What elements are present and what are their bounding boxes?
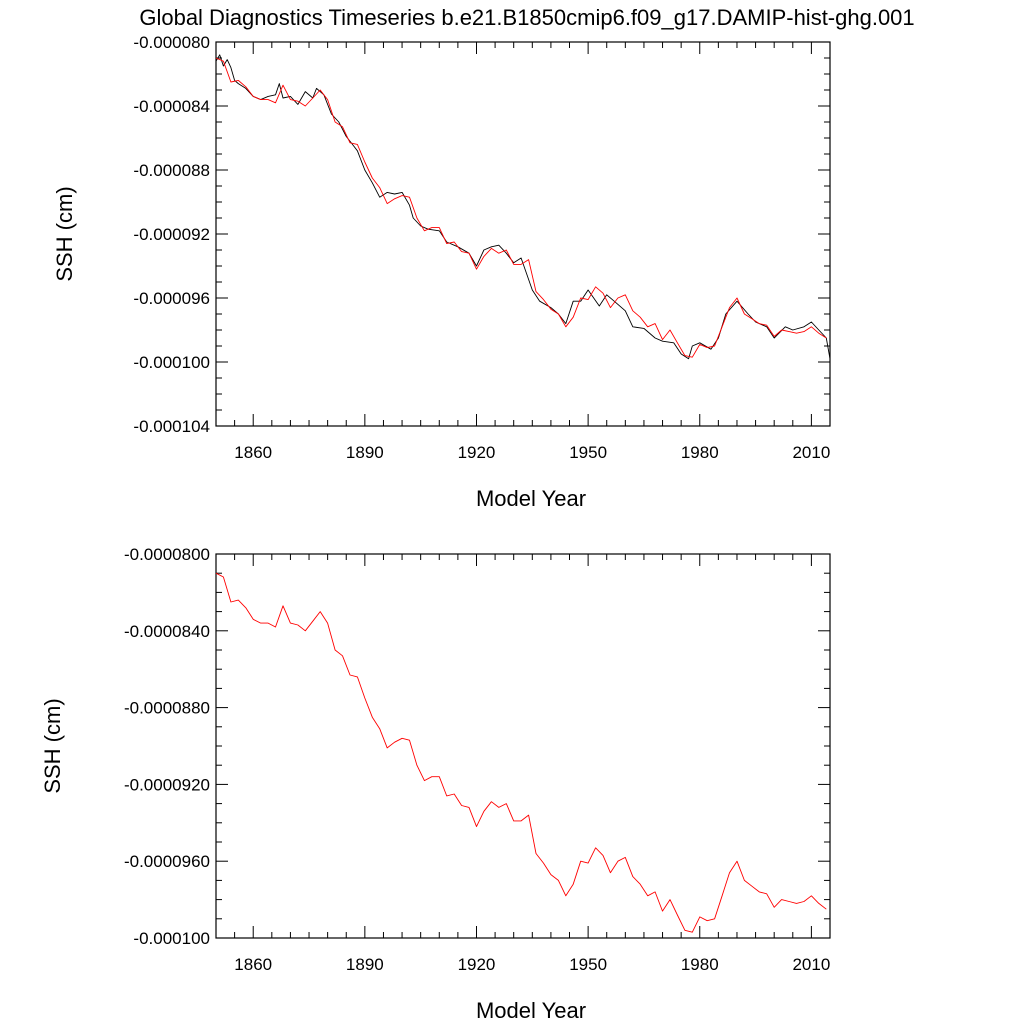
x-tick-label: 1920 <box>458 443 496 462</box>
y-tick-label: -0.0000800 <box>124 545 210 564</box>
x-tick-label: 1860 <box>234 955 272 974</box>
y-axis-label: SSH (cm) <box>52 186 77 281</box>
y-axis-label: SSH (cm) <box>40 698 65 793</box>
x-tick-label: 2010 <box>792 955 830 974</box>
y-tick-label: -0.000088 <box>133 161 210 180</box>
y-tick-label: -0.000104 <box>133 417 210 436</box>
x-tick-label: 1890 <box>346 955 384 974</box>
x-tick-label: 1890 <box>346 443 384 462</box>
x-tick-label: 1950 <box>569 443 607 462</box>
y-tick-label: -0.0000840 <box>124 622 210 641</box>
top-timeseries-panel: 1860 1890 1920 1950 1980 2010 -0.000080 -0.0000… <box>52 33 831 511</box>
y-tick-label: -0.0000880 <box>124 699 210 718</box>
x-axis-label: Model Year <box>476 486 586 511</box>
y-tick-label: -0.000096 <box>133 289 210 308</box>
plot-frame <box>215 553 831 939</box>
y-tick-label: -0.000084 <box>133 97 210 116</box>
ssh-raw-series-line <box>215 54 831 360</box>
ssh-smoothed-series-line <box>215 572 827 933</box>
x-tick-label: 1950 <box>569 955 607 974</box>
plot-frame <box>215 41 831 427</box>
page-title: Global Diagnostics Timeseries b.e21.B185… <box>139 5 914 30</box>
y-tick-label: -0.0000960 <box>124 852 210 871</box>
ssh-smoothed-series-line <box>215 57 827 358</box>
x-tick-label: 1980 <box>681 955 719 974</box>
bottom-timeseries-panel: 1860 1890 1920 1950 1980 2010 -0.0000800 -0.000… <box>40 545 831 1023</box>
x-tick-label: 2010 <box>792 443 830 462</box>
x-axis-label: Model Year <box>476 998 586 1023</box>
y-tick-label: -0.000100 <box>133 353 210 372</box>
x-tick-label: 1980 <box>681 443 719 462</box>
x-tick-label: 1860 <box>234 443 272 462</box>
y-tick-label: -0.000092 <box>133 225 210 244</box>
y-tick-label: -0.000100 <box>133 929 210 948</box>
y-tick-label: -0.000080 <box>133 33 210 52</box>
y-tick-label: -0.0000920 <box>124 775 210 794</box>
x-tick-label: 1920 <box>458 955 496 974</box>
